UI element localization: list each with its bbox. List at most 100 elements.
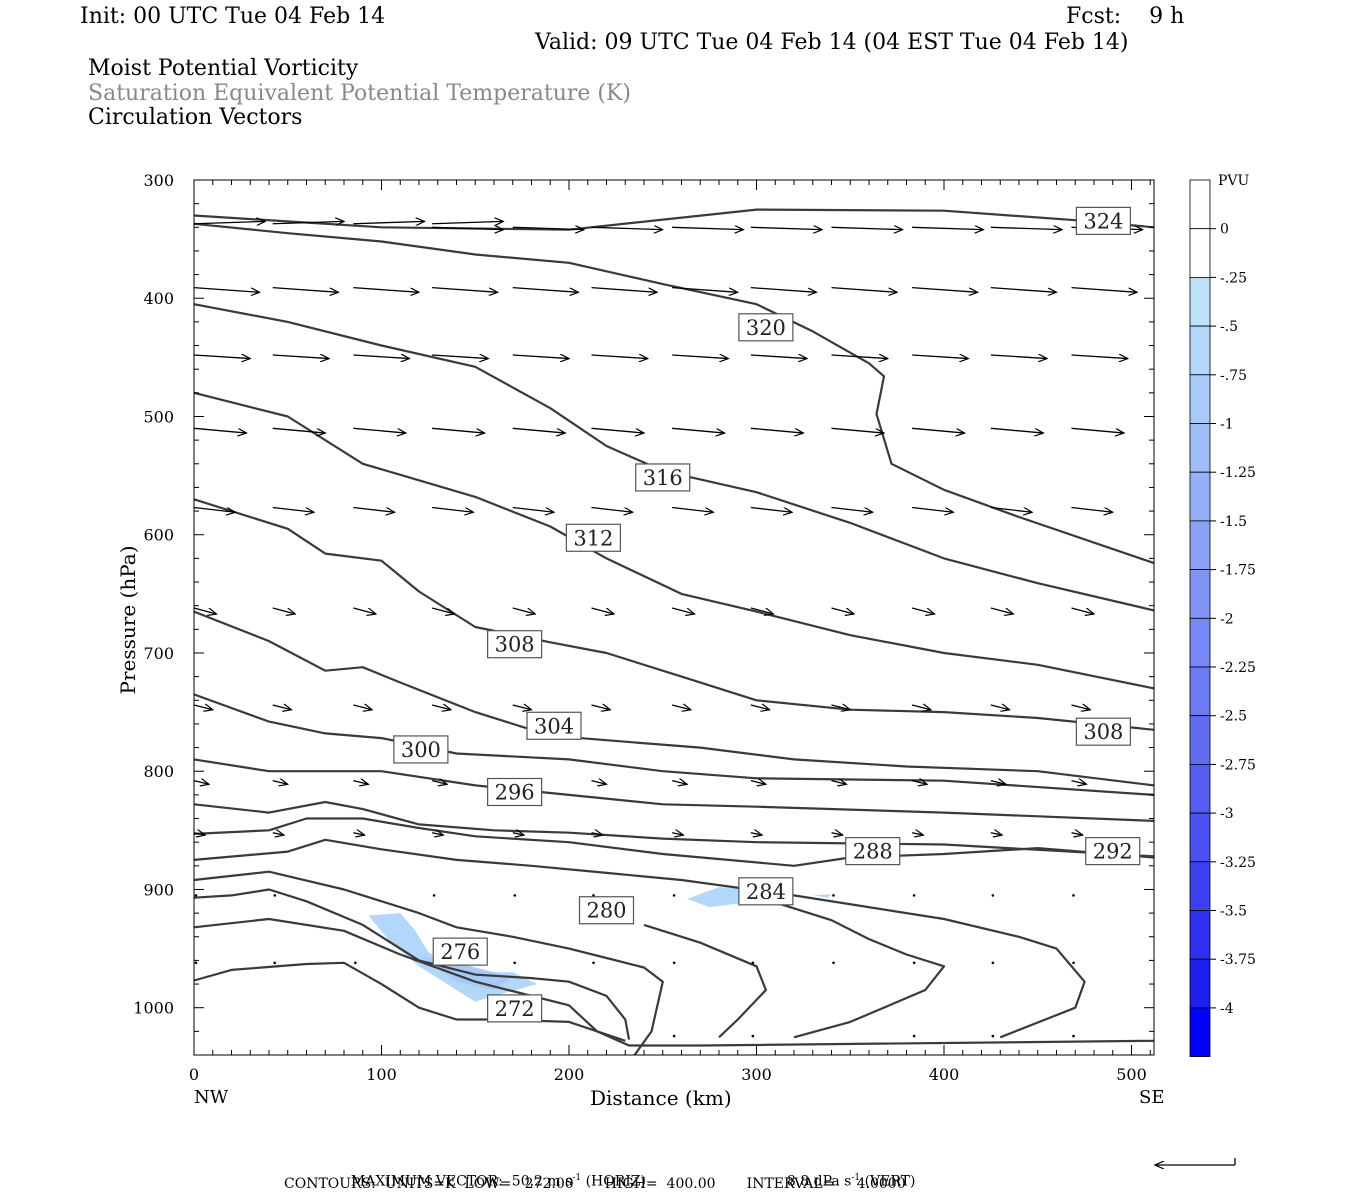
- theta-es-contour-line: [193, 303, 1155, 612]
- circulation-vector: [432, 227, 503, 229]
- circulation-vector: [193, 286, 260, 293]
- theta-es-contour-line: [193, 610, 1155, 787]
- circulation-vector: [1071, 506, 1113, 513]
- colorbar-label: -.75: [1220, 368, 1247, 384]
- circulation-vector: [272, 506, 314, 513]
- circulation-vector: [431, 833, 443, 835]
- colorbar-segment: [1189, 910, 1211, 960]
- circulation-vector: [431, 607, 455, 614]
- circulation-vector-point: [991, 1034, 995, 1038]
- circulation-vector: [272, 607, 296, 614]
- circulation-vector-point: [592, 961, 595, 965]
- x-tick-label: 300: [741, 1065, 772, 1084]
- circulation-vector: [912, 427, 965, 433]
- contour-label: 304: [534, 714, 574, 738]
- contour-info: CONTOURS: UNITS=K LOW= 272.00 HIGH= 400.…: [284, 1176, 906, 1192]
- colorbar-segment: [1189, 861, 1211, 911]
- circulation-vector: [912, 506, 953, 513]
- colorbar-segment: [1189, 423, 1211, 473]
- x-tick-label: 500: [1116, 1065, 1147, 1084]
- circulation-vector-point: [1072, 961, 1075, 965]
- theta-es-contour-line: [193, 222, 1155, 565]
- colorbar-label: 0: [1220, 222, 1229, 238]
- colorbar-segment: [1189, 764, 1211, 814]
- circulation-vector: [911, 833, 923, 835]
- contour-label: 292: [1093, 840, 1133, 864]
- contour-label: 288: [853, 840, 893, 864]
- max-vector-vert-value: 8.8 dPa s: [786, 1173, 852, 1190]
- circulation-vector: [831, 286, 898, 293]
- circulation-vector: [831, 227, 903, 229]
- circulation-vector: [353, 221, 424, 223]
- contour-label-box: [1075, 717, 1131, 746]
- circulation-vector: [193, 781, 209, 785]
- theta-es-contour-line: [193, 917, 1155, 1047]
- circulation-vector: [272, 221, 344, 223]
- circulation-vector: [1071, 427, 1125, 433]
- circulation-vector: [353, 833, 364, 835]
- colorbar-segment: [1189, 276, 1211, 327]
- colorbar-title: PVU: [1218, 173, 1250, 189]
- colorbar-segment: [1189, 812, 1211, 863]
- circulation-vector: [750, 833, 762, 835]
- circulation-vector: [831, 607, 855, 614]
- colorbar-label: -2: [1220, 611, 1234, 627]
- contour-label-box: [393, 735, 449, 764]
- circulation-vector: [672, 227, 743, 229]
- circulation-vector: [671, 607, 695, 614]
- circulation-vector: [831, 833, 843, 835]
- circulation-vector: [672, 286, 738, 293]
- circulation-vector-point: [991, 961, 995, 965]
- contour-label-box: [1085, 837, 1141, 866]
- colorbar-label: -1: [1220, 417, 1234, 433]
- contour-label-box: [487, 630, 543, 659]
- circulation-vector: [353, 607, 376, 614]
- circulation-vector: [353, 427, 406, 433]
- circulation-vector: [911, 781, 927, 785]
- circulation-vector: [591, 781, 607, 785]
- circulation-vector-point: [354, 961, 357, 965]
- contour-label-box: [845, 837, 901, 866]
- contour-label-box: [738, 877, 794, 906]
- circulation-vector: [911, 705, 931, 710]
- colorbar-label: -3: [1220, 806, 1234, 822]
- theta-es-contour-line: [193, 693, 1155, 796]
- circulation-vector: [990, 833, 1002, 835]
- contour-label: 312: [573, 526, 613, 550]
- circulation-vector: [591, 227, 663, 229]
- max-vector-vert-label: (VERT): [864, 1173, 916, 1190]
- colorbar-segment: [1189, 666, 1211, 717]
- circulation-vector: [193, 705, 213, 710]
- y-tick-label: 400: [143, 289, 174, 308]
- circulation-vector: [1071, 355, 1128, 359]
- max-vector-horiz-label: (HORIZ): [585, 1173, 646, 1190]
- y-tick-label: 900: [143, 880, 174, 899]
- circulation-vector-point: [513, 894, 517, 897]
- contour-label: 324: [1083, 209, 1123, 233]
- theta-es-contour-line: [193, 208, 1155, 231]
- circulation-vector: [1071, 286, 1138, 293]
- circulation-vector: [591, 286, 658, 293]
- colorbar-label: -1.75: [1220, 563, 1256, 579]
- contour-label: 300: [401, 738, 441, 762]
- circulation-vector: [912, 286, 978, 293]
- circulation-vector: [272, 427, 326, 433]
- circulation-vector-point: [513, 961, 517, 965]
- circulation-vector: [591, 833, 603, 835]
- circulation-vector: [353, 705, 372, 710]
- circulation-vector-point: [912, 894, 916, 897]
- contour-label: 296: [495, 781, 535, 805]
- circulation-vector: [353, 286, 419, 293]
- circulation-vector: [990, 427, 1044, 433]
- circulation-vector: [750, 607, 774, 614]
- y-tick-label: 1000: [133, 999, 174, 1018]
- circulation-vector: [750, 506, 792, 513]
- circulation-vector-point: [672, 1034, 676, 1038]
- circulation-vector-point: [832, 894, 835, 897]
- y-tick-label: 300: [143, 171, 174, 190]
- y-axis-title: Pressure (hPa): [116, 545, 140, 695]
- contour-label: 308: [495, 633, 535, 657]
- plot-frame: [193, 179, 1155, 1056]
- circulation-vector: [591, 427, 645, 433]
